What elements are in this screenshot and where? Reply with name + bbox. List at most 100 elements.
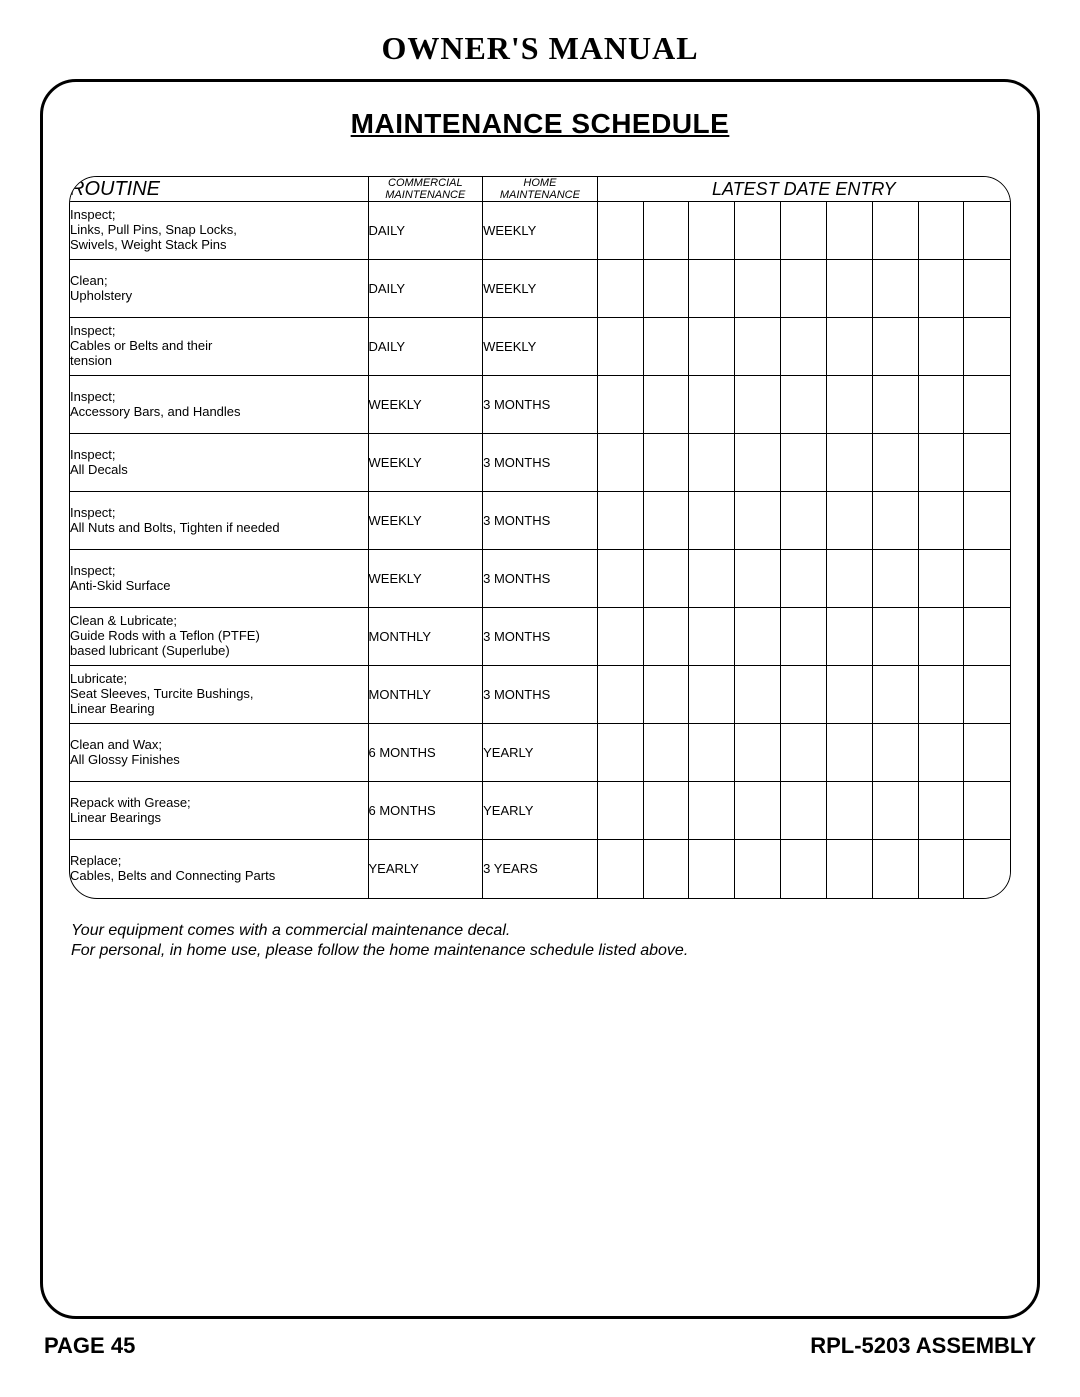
cell-date-entry[interactable] [597, 318, 643, 376]
cell-date-entry[interactable] [597, 608, 643, 666]
cell-date-entry[interactable] [735, 724, 781, 782]
cell-date-entry[interactable] [597, 840, 643, 898]
cell-date-entry[interactable] [964, 376, 1010, 434]
cell-date-entry[interactable] [918, 724, 964, 782]
cell-date-entry[interactable] [735, 434, 781, 492]
cell-date-entry[interactable] [735, 782, 781, 840]
cell-date-entry[interactable] [689, 202, 735, 260]
cell-date-entry[interactable] [826, 202, 872, 260]
cell-date-entry[interactable] [781, 782, 827, 840]
cell-date-entry[interactable] [735, 492, 781, 550]
cell-date-entry[interactable] [597, 782, 643, 840]
cell-date-entry[interactable] [689, 376, 735, 434]
cell-date-entry[interactable] [826, 724, 872, 782]
cell-date-entry[interactable] [964, 202, 1010, 260]
cell-date-entry[interactable] [689, 724, 735, 782]
cell-date-entry[interactable] [597, 260, 643, 318]
cell-date-entry[interactable] [781, 492, 827, 550]
cell-date-entry[interactable] [918, 492, 964, 550]
cell-date-entry[interactable] [689, 840, 735, 898]
cell-date-entry[interactable] [826, 608, 872, 666]
cell-date-entry[interactable] [781, 550, 827, 608]
cell-date-entry[interactable] [689, 782, 735, 840]
cell-date-entry[interactable] [918, 202, 964, 260]
cell-date-entry[interactable] [872, 840, 918, 898]
cell-date-entry[interactable] [643, 724, 689, 782]
cell-date-entry[interactable] [826, 782, 872, 840]
cell-date-entry[interactable] [597, 202, 643, 260]
cell-date-entry[interactable] [918, 434, 964, 492]
cell-date-entry[interactable] [735, 260, 781, 318]
cell-date-entry[interactable] [643, 840, 689, 898]
cell-date-entry[interactable] [597, 434, 643, 492]
cell-date-entry[interactable] [597, 724, 643, 782]
cell-date-entry[interactable] [597, 666, 643, 724]
cell-date-entry[interactable] [872, 782, 918, 840]
cell-date-entry[interactable] [918, 840, 964, 898]
cell-date-entry[interactable] [689, 318, 735, 376]
cell-date-entry[interactable] [826, 434, 872, 492]
cell-date-entry[interactable] [964, 840, 1010, 898]
cell-date-entry[interactable] [918, 550, 964, 608]
cell-date-entry[interactable] [781, 840, 827, 898]
cell-date-entry[interactable] [735, 376, 781, 434]
cell-date-entry[interactable] [735, 202, 781, 260]
cell-date-entry[interactable] [918, 260, 964, 318]
cell-date-entry[interactable] [872, 608, 918, 666]
cell-date-entry[interactable] [781, 376, 827, 434]
cell-date-entry[interactable] [689, 434, 735, 492]
cell-date-entry[interactable] [826, 840, 872, 898]
cell-date-entry[interactable] [781, 666, 827, 724]
cell-date-entry[interactable] [826, 318, 872, 376]
cell-date-entry[interactable] [689, 492, 735, 550]
cell-date-entry[interactable] [735, 550, 781, 608]
cell-date-entry[interactable] [872, 202, 918, 260]
cell-date-entry[interactable] [689, 550, 735, 608]
cell-date-entry[interactable] [964, 724, 1010, 782]
cell-date-entry[interactable] [643, 376, 689, 434]
cell-date-entry[interactable] [964, 550, 1010, 608]
cell-date-entry[interactable] [826, 666, 872, 724]
cell-date-entry[interactable] [918, 318, 964, 376]
cell-date-entry[interactable] [781, 318, 827, 376]
cell-date-entry[interactable] [964, 492, 1010, 550]
cell-date-entry[interactable] [735, 318, 781, 376]
cell-date-entry[interactable] [643, 434, 689, 492]
cell-date-entry[interactable] [826, 492, 872, 550]
cell-date-entry[interactable] [643, 202, 689, 260]
cell-date-entry[interactable] [826, 260, 872, 318]
cell-date-entry[interactable] [964, 434, 1010, 492]
cell-date-entry[interactable] [918, 666, 964, 724]
cell-date-entry[interactable] [643, 666, 689, 724]
cell-date-entry[interactable] [643, 608, 689, 666]
cell-date-entry[interactable] [643, 318, 689, 376]
cell-date-entry[interactable] [735, 666, 781, 724]
cell-date-entry[interactable] [918, 608, 964, 666]
cell-date-entry[interactable] [643, 492, 689, 550]
cell-date-entry[interactable] [781, 434, 827, 492]
cell-date-entry[interactable] [781, 724, 827, 782]
cell-date-entry[interactable] [964, 666, 1010, 724]
cell-date-entry[interactable] [872, 376, 918, 434]
cell-date-entry[interactable] [826, 376, 872, 434]
cell-date-entry[interactable] [643, 550, 689, 608]
cell-date-entry[interactable] [964, 608, 1010, 666]
cell-date-entry[interactable] [872, 492, 918, 550]
cell-date-entry[interactable] [918, 782, 964, 840]
cell-date-entry[interactable] [781, 608, 827, 666]
cell-date-entry[interactable] [964, 260, 1010, 318]
cell-date-entry[interactable] [735, 608, 781, 666]
cell-date-entry[interactable] [597, 376, 643, 434]
cell-date-entry[interactable] [689, 260, 735, 318]
cell-date-entry[interactable] [689, 608, 735, 666]
cell-date-entry[interactable] [781, 260, 827, 318]
cell-date-entry[interactable] [781, 202, 827, 260]
cell-date-entry[interactable] [964, 782, 1010, 840]
cell-date-entry[interactable] [872, 318, 918, 376]
cell-date-entry[interactable] [918, 376, 964, 434]
cell-date-entry[interactable] [872, 724, 918, 782]
cell-date-entry[interactable] [872, 666, 918, 724]
cell-date-entry[interactable] [872, 550, 918, 608]
cell-date-entry[interactable] [643, 782, 689, 840]
cell-date-entry[interactable] [643, 260, 689, 318]
